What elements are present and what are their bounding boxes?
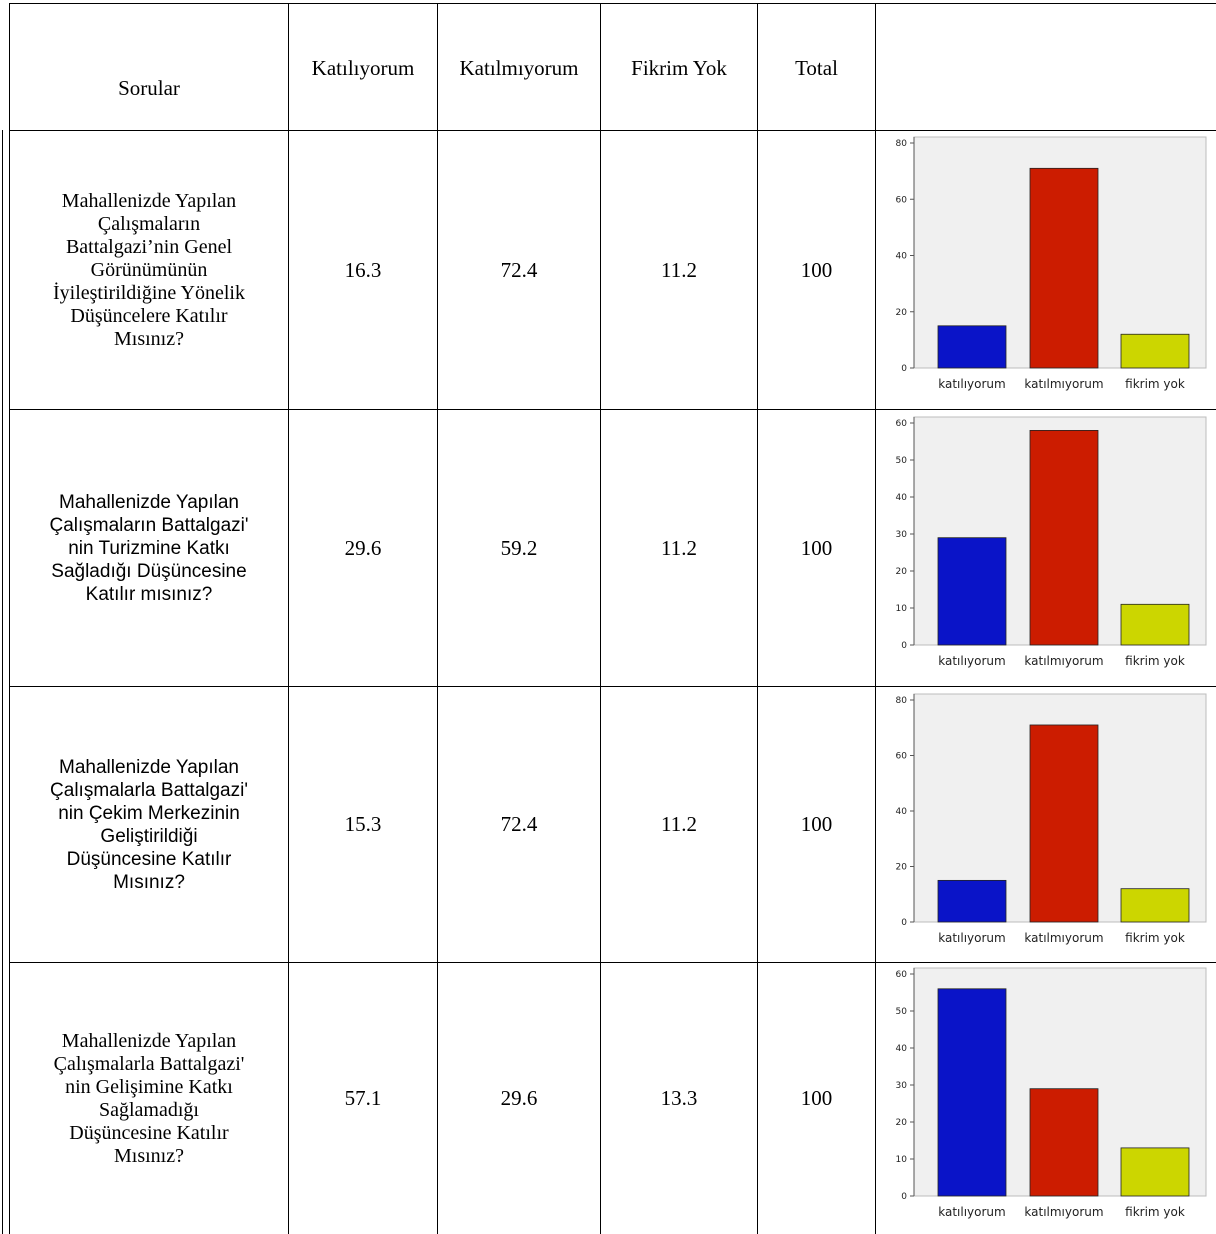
- y-tick-label: 60: [896, 970, 908, 980]
- bar-katılmıyorum: [1029, 724, 1099, 923]
- y-tick-label: 20: [896, 567, 908, 577]
- table-border: [437, 3, 438, 1234]
- bar-katılıyorum: [937, 879, 1007, 923]
- bar-fikrim-yok: [1120, 1147, 1190, 1197]
- row-1-katiliyorum: 16.3: [344, 257, 382, 282]
- row-2-katilmiyorum: 59.2: [500, 535, 538, 560]
- bar-katılıyorum: [937, 988, 1007, 1197]
- y-tick-label: 20: [896, 308, 908, 318]
- y-tick-label: 40: [896, 493, 908, 503]
- y-tick-label: 50: [896, 1007, 908, 1017]
- bar-katılıyorum: [937, 325, 1007, 369]
- bar-katılıyorum: [937, 537, 1007, 646]
- row-3-total: 100: [800, 812, 833, 836]
- x-category-label: katılıyorum: [938, 377, 1005, 391]
- x-category-label: katılmıyorum: [1024, 654, 1103, 668]
- table-border: [875, 3, 876, 1234]
- y-tick-label: 20: [896, 863, 908, 873]
- x-category-label: katılmıyorum: [1024, 377, 1103, 391]
- y-tick-label: 60: [896, 195, 908, 205]
- bar-katılmıyorum: [1029, 1088, 1099, 1197]
- table-border: [9, 130, 10, 1234]
- x-category-label: fikrim yok: [1125, 654, 1185, 668]
- y-tick-label: 60: [896, 419, 908, 429]
- y-tick-label: 0: [901, 641, 907, 651]
- y-tick-label: 30: [896, 1081, 908, 1091]
- y-tick-label: 0: [901, 918, 907, 928]
- row-3-fikrim-yok: 11.2: [661, 812, 697, 836]
- y-tick-label: 30: [896, 530, 908, 540]
- row-1-katilmiyorum: 72.4: [500, 257, 538, 282]
- y-tick-label: 10: [896, 1155, 908, 1165]
- y-tick-label: 50: [896, 456, 908, 466]
- row-4-katilmiyorum: 29.6: [500, 1086, 538, 1110]
- question-3: Mahallenizde Yapılan Çalışmalarla Battal…: [50, 756, 248, 893]
- table-border: [2, 130, 3, 1234]
- bar-fikrim-yok: [1120, 603, 1190, 646]
- question-2: Mahallenizde Yapılan Çalışmaların Battal…: [49, 491, 249, 605]
- y-tick-label: 0: [901, 364, 907, 374]
- row-4-total: 100: [800, 1086, 833, 1110]
- x-category-label: fikrim yok: [1125, 931, 1185, 945]
- table-border: [288, 3, 289, 1234]
- bar-katılmıyorum: [1029, 167, 1099, 369]
- table-border: [9, 962, 1216, 963]
- y-tick-label: 20: [896, 1118, 908, 1128]
- question-4: Mahallenizde Yapılan Çalışmalarla Battal…: [53, 1029, 245, 1167]
- x-category-label: katılıyorum: [938, 1205, 1005, 1219]
- header-katilmiyorum: Katılmıyorum: [459, 55, 579, 80]
- x-category-label: katılmıyorum: [1024, 1205, 1103, 1219]
- bar-chart-1: 0 20 40 60 80 katılıyorum katılmıyorum fikrim y…: [896, 136, 1207, 391]
- header-fikrim-yok: Fikrim Yok: [631, 55, 727, 80]
- table-border: [9, 409, 1216, 410]
- bar-chart-2: 0 10 20 30 40 50 60 katılıyorum katılmıyorum fikr…: [896, 416, 1207, 668]
- x-category-label: katılıyorum: [938, 654, 1005, 668]
- row-1-fikrim-yok: 11.2: [661, 257, 697, 282]
- y-tick-label: 10: [896, 604, 908, 614]
- row-4-fikrim-yok: 13.3: [660, 1086, 698, 1110]
- question-1: Mahallenizde Yapılan Çalışmaların Battal…: [52, 189, 245, 350]
- table-border: [9, 3, 1216, 4]
- bar-fikrim-yok: [1120, 888, 1190, 923]
- header-sorular: Sorular: [118, 75, 180, 100]
- y-tick-label: 40: [896, 252, 908, 262]
- x-category-label: katılıyorum: [938, 931, 1005, 945]
- bar-fikrim-yok: [1120, 333, 1190, 369]
- row-2-katiliyorum: 29.6: [344, 535, 382, 560]
- y-tick-label: 40: [896, 807, 908, 817]
- header-total: Total: [795, 55, 838, 80]
- bar-chart-3: 0 20 40 60 80 katılıyorum katılmıyorum fikrim y…: [896, 693, 1207, 945]
- x-category-label: fikrim yok: [1125, 1205, 1185, 1219]
- row-3-katiliyorum: 15.3: [344, 812, 382, 836]
- bar-chart-4: 0 10 20 30 40 50 60 katılıyorum katılmıyorum fikr…: [896, 967, 1207, 1219]
- table-border: [9, 3, 10, 130]
- table-border: [600, 3, 601, 1234]
- x-category-label: katılmıyorum: [1024, 931, 1103, 945]
- y-tick-label: 80: [896, 696, 908, 706]
- row-2-total: 100: [800, 535, 833, 560]
- y-tick-label: 80: [896, 139, 908, 149]
- x-category-label: fikrim yok: [1125, 377, 1185, 391]
- table-border: [757, 3, 758, 1234]
- bar-katılmıyorum: [1029, 429, 1099, 646]
- table-border: [9, 686, 1216, 687]
- header-katiliyorum: Katılıyorum: [311, 55, 415, 80]
- y-tick-label: 60: [896, 752, 908, 762]
- row-1-total: 100: [800, 257, 833, 282]
- y-tick-label: 0: [901, 1192, 907, 1202]
- row-2-fikrim-yok: 11.2: [661, 535, 697, 560]
- table-border: [9, 130, 1216, 131]
- row-4-katiliyorum: 57.1: [344, 1086, 382, 1110]
- row-3-katilmiyorum: 72.4: [500, 812, 538, 836]
- y-tick-label: 40: [896, 1044, 908, 1054]
